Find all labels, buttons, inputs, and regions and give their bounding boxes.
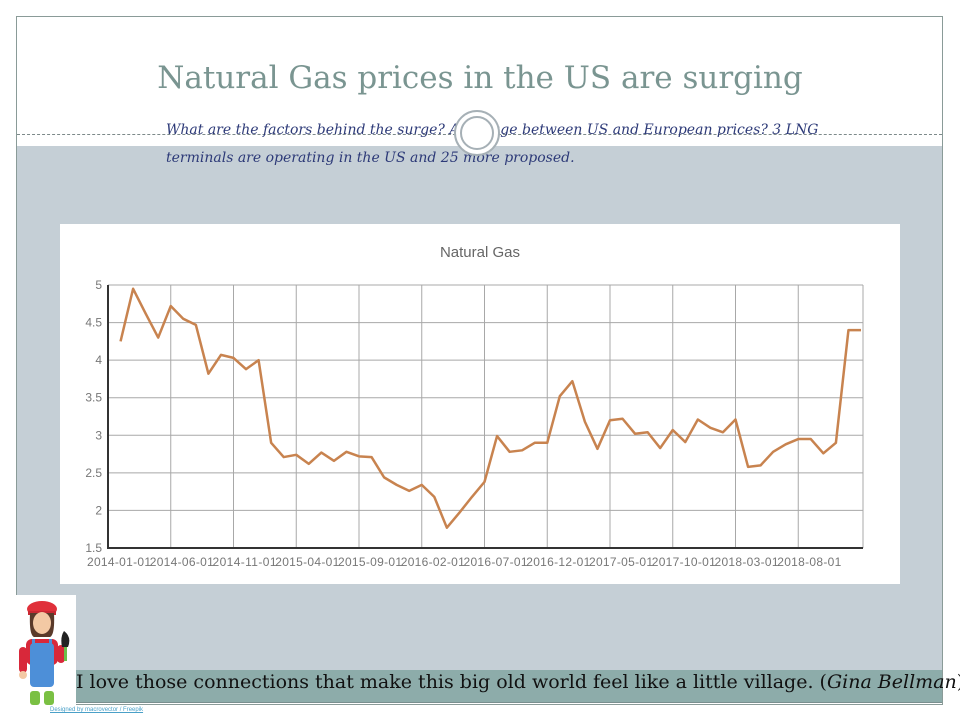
y-tick-label: 1.5 bbox=[85, 541, 102, 555]
y-tick-label: 3 bbox=[95, 428, 102, 442]
y-tick-labels: 1.5 2 2.5 3 3.5 4 4.5 5 bbox=[85, 278, 102, 555]
slide-subtitle: What are the factors behind the surge? A… bbox=[166, 122, 819, 166]
y-tick-label: 3.5 bbox=[85, 391, 102, 405]
x-tick-label: 2018-08-01 bbox=[777, 555, 841, 569]
x-tick-label: 2015-09-01 bbox=[338, 555, 402, 569]
x-tick-label: 2014-06-01 bbox=[150, 555, 214, 569]
quote: I love those connections that make this … bbox=[76, 670, 960, 702]
natural-gas-chart: Natural Gas 1.522.533.544.55 2014-01-012… bbox=[85, 244, 864, 569]
quote-close: ) bbox=[957, 671, 960, 693]
x-tick-label: 2017-05-01 bbox=[589, 555, 653, 569]
x-tick-label: 2016-12-01 bbox=[526, 555, 590, 569]
quote-author: Gina Bellman bbox=[826, 671, 957, 693]
x-tick-label: 2017-10-01 bbox=[652, 555, 716, 569]
axes bbox=[107, 285, 863, 549]
y-tick-label: 2.5 bbox=[85, 466, 102, 480]
y-tick-label: 2 bbox=[95, 503, 102, 517]
illustration-credit-link[interactable]: Designed by macrovector / Freepik bbox=[50, 707, 144, 713]
x-tick-label: 2014-11-01 bbox=[213, 555, 277, 569]
series-line-natural-gas bbox=[119, 287, 861, 529]
gardener-girl-icon bbox=[19, 601, 70, 705]
x-tick-label: 2015-04-01 bbox=[275, 555, 339, 569]
gardener-illustration bbox=[16, 595, 76, 707]
x-tick-labels: 2014-01-012014-06-012014-11-012015-04-01… bbox=[87, 555, 842, 569]
x-tick-label: 2016-02-01 bbox=[401, 555, 465, 569]
x-tick-label: 2014-01-01 bbox=[87, 555, 151, 569]
x-tick-label: 2016-07-01 bbox=[464, 555, 528, 569]
y-tick-label: 5 bbox=[95, 278, 102, 292]
ring-ornament-icon bbox=[454, 110, 500, 156]
slide-title: Natural Gas prices in the US are surging bbox=[157, 60, 803, 96]
y-tick-label: 4.5 bbox=[85, 316, 102, 330]
y-tick-label: 4 bbox=[95, 353, 102, 367]
quote-band bbox=[76, 670, 942, 703]
chart-container: Natural Gas 1.5 2 2.5 3 3.5 4 4.5 5 2014-01-01 2… bbox=[60, 224, 900, 584]
grid-lines bbox=[108, 284, 864, 549]
chart-title: Natural Gas bbox=[440, 244, 520, 261]
x-tick-label: 2018-03-01 bbox=[715, 555, 779, 569]
quote-text: I love those connections that make this … bbox=[76, 671, 827, 693]
series-layer bbox=[119, 287, 862, 529]
